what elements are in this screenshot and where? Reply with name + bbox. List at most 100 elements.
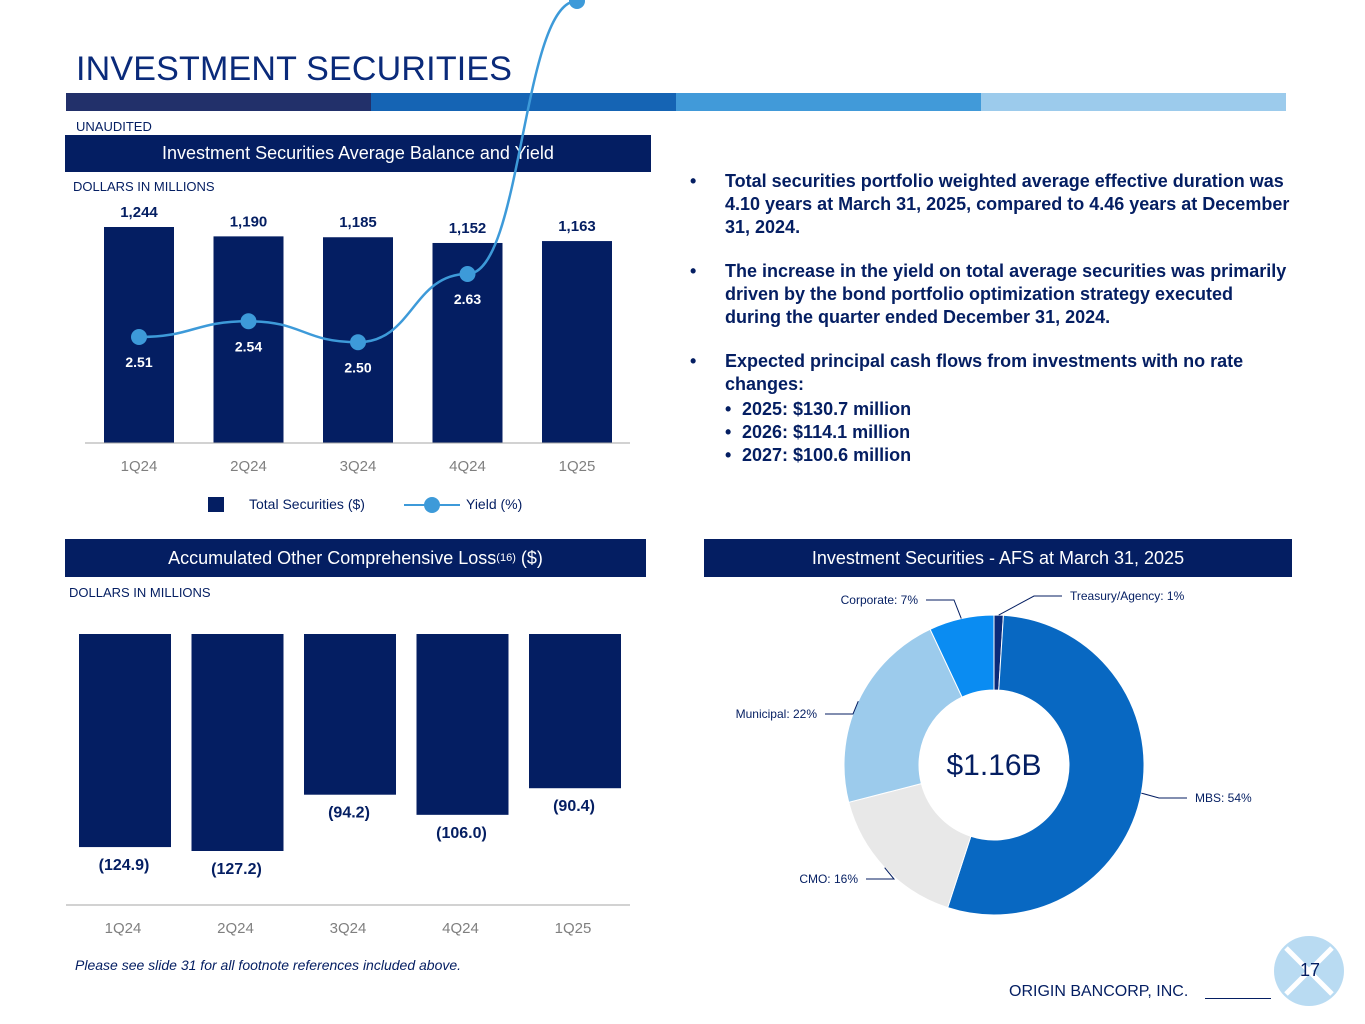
donut-leader-line bbox=[998, 595, 1062, 616]
legend-bar-swatch bbox=[208, 497, 224, 512]
bullet-symbol: • bbox=[690, 171, 697, 191]
aocl-bar-label: (124.9) bbox=[99, 857, 150, 874]
sub-bullet-text: 2026: $114.1 million bbox=[742, 422, 911, 442]
balance-bar-label: 1,152 bbox=[449, 220, 487, 237]
sub-bullet: • 2025: $130.7 million bbox=[725, 398, 1290, 421]
balance-bar-label: 1,185 bbox=[339, 214, 377, 231]
yield-point-label: 3.15 bbox=[563, 18, 590, 34]
aocl-header-suffix: ($) bbox=[515, 547, 543, 568]
aocl-bar bbox=[529, 634, 621, 789]
yield-point bbox=[569, 0, 585, 9]
yield-point bbox=[350, 334, 366, 351]
stripe-segment-4 bbox=[981, 93, 1286, 111]
balance-units-label: DOLLARS IN MILLIONS bbox=[73, 179, 215, 194]
donut-slice bbox=[848, 783, 972, 909]
sub-bullet: • 2027: $100.6 million bbox=[725, 444, 1290, 467]
aocl-chart: (124.9) (127.2) (94.2) (106.0) (90.4) 1Q24 2Q… bbox=[66, 634, 630, 937]
donut-slice bbox=[843, 628, 963, 803]
yield-point-label: 2.51 bbox=[125, 354, 152, 370]
sub-bullet-text: 2027: $100.6 million bbox=[742, 445, 912, 465]
balance-section-header: Investment Securities Average Balance an… bbox=[65, 135, 651, 172]
aocl-footnote-ref: (16) bbox=[496, 552, 516, 564]
donut-slice bbox=[947, 614, 1145, 916]
page-title: INVESTMENT SECURITIES bbox=[76, 50, 513, 88]
yield-point bbox=[240, 313, 257, 330]
stripe-segment-3 bbox=[676, 93, 981, 111]
aocl-bar bbox=[191, 634, 284, 851]
footnote: Please see slide 31 for all footnote ref… bbox=[75, 957, 462, 973]
aocl-tick-label: 2Q24 bbox=[217, 920, 254, 937]
yield-point-label: 2.63 bbox=[454, 291, 481, 307]
yield-point-label: 2.54 bbox=[235, 338, 262, 354]
aocl-bar-label: (90.4) bbox=[553, 798, 595, 815]
balance-yield-chart: 1,244 1,190 1,185 1,152 1,163 2.51 2.54 2.50 2.6… bbox=[85, 0, 630, 513]
aocl-bar-label: (106.0) bbox=[436, 825, 487, 842]
legend-line-label: Yield (%) bbox=[466, 496, 522, 512]
title-stripe bbox=[66, 93, 1286, 111]
bullet-text: Expected principal cash flows from inves… bbox=[725, 351, 1244, 394]
aocl-bar-label: (127.2) bbox=[211, 861, 262, 878]
legend-bar-label: Total Securities ($) bbox=[249, 496, 365, 512]
sub-bullet-symbol: • bbox=[725, 422, 732, 442]
key-points: • Total securities portfolio weighted av… bbox=[690, 170, 1290, 488]
sub-bullet: • 2026: $114.1 million bbox=[725, 421, 1290, 444]
donut-center-label: $1.16B bbox=[946, 749, 1041, 782]
stripe-segment-2 bbox=[371, 93, 676, 111]
yield-point-label: 2.50 bbox=[344, 359, 371, 375]
aocl-tick-label: 1Q25 bbox=[555, 920, 592, 937]
legend-line-marker bbox=[424, 497, 440, 513]
donut-slice bbox=[929, 614, 995, 698]
aocl-bar bbox=[416, 634, 509, 815]
donut-leader-line bbox=[1141, 792, 1187, 799]
balance-tick-label: 4Q24 bbox=[449, 458, 486, 475]
aocl-tick-label: 1Q24 bbox=[105, 920, 142, 937]
yield-point bbox=[459, 266, 476, 282]
bullet-yield: • The increase in the yield on total ave… bbox=[690, 260, 1290, 329]
donut-slice-label: Treasury/Agency: 1% bbox=[1070, 589, 1185, 603]
balance-tick-label: 2Q24 bbox=[230, 458, 267, 475]
donut-leader-line bbox=[825, 700, 859, 715]
balance-bar bbox=[542, 241, 612, 443]
afs-donut-chart: Treasury/Agency: 1% MBS: 54% CMO: 16% Munic… bbox=[736, 589, 1252, 916]
balance-bar bbox=[213, 236, 284, 443]
donut-leader-line bbox=[926, 599, 962, 619]
bullet-text: The increase in the yield on total avera… bbox=[725, 261, 1287, 327]
bullet-cash-flows: • Expected principal cash flows from inv… bbox=[690, 350, 1290, 467]
aocl-tick-label: 4Q24 bbox=[442, 920, 479, 937]
brand-logo-icon bbox=[1274, 936, 1344, 1006]
aocl-bar bbox=[304, 634, 396, 795]
balance-tick-label: 1Q24 bbox=[121, 458, 158, 475]
bullet-symbol: • bbox=[690, 261, 697, 281]
balance-tick-label: 1Q25 bbox=[559, 458, 596, 475]
balance-bar-label: 1,163 bbox=[558, 218, 596, 235]
page-number: 17 bbox=[1300, 960, 1321, 980]
balance-bar-label: 1,244 bbox=[120, 204, 158, 221]
bullet-text: Total securities portfolio weighted aver… bbox=[725, 171, 1290, 237]
company-name: ORIGIN BANCORP, INC. bbox=[1009, 983, 1189, 1000]
sub-bullet-symbol: • bbox=[725, 399, 732, 419]
aocl-section-header: Accumulated Other Comprehensive Loss (16)… bbox=[65, 539, 646, 577]
sub-bullet-symbol: • bbox=[725, 445, 732, 465]
aocl-units-label: DOLLARS IN MILLIONS bbox=[69, 585, 211, 600]
yield-point bbox=[131, 329, 147, 345]
aocl-bar-label: (94.2) bbox=[328, 805, 370, 822]
donut-slice-label: Municipal: 22% bbox=[736, 707, 818, 721]
unaudited-label: UNAUDITED bbox=[76, 119, 152, 134]
yield-line bbox=[138, 0, 578, 344]
stripe-segment-1 bbox=[66, 93, 371, 111]
bullet-symbol: • bbox=[690, 351, 697, 371]
cash-flow-list: • 2025: $130.7 million • 2026: $114.1 mill… bbox=[725, 398, 1290, 467]
sub-bullet-text: 2025: $130.7 million bbox=[742, 399, 912, 419]
aocl-header-text: Accumulated Other Comprehensive Loss bbox=[168, 547, 497, 568]
donut-slice-label: Corporate: 7% bbox=[841, 593, 919, 607]
donut-leader-line bbox=[866, 867, 896, 880]
balance-tick-label: 3Q24 bbox=[340, 458, 377, 475]
aocl-bar bbox=[79, 634, 171, 848]
bullet-duration: • Total securities portfolio weighted av… bbox=[690, 170, 1290, 239]
balance-bar-label: 1,190 bbox=[230, 213, 268, 230]
afs-section-header: Investment Securities - AFS at March 31,… bbox=[704, 539, 1292, 577]
donut-slice-label: MBS: 54% bbox=[1195, 791, 1252, 805]
donut-slice-label: CMO: 16% bbox=[799, 872, 858, 886]
aocl-tick-label: 3Q24 bbox=[330, 920, 367, 937]
company-underline bbox=[1205, 998, 1271, 999]
